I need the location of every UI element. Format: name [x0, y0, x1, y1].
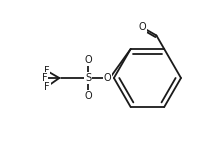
Text: O: O — [84, 55, 92, 65]
Text: F: F — [42, 73, 47, 83]
Text: O: O — [104, 73, 112, 83]
Text: F: F — [44, 81, 50, 92]
Text: O: O — [84, 91, 92, 101]
Text: F: F — [44, 66, 49, 76]
Text: S: S — [85, 73, 91, 83]
Text: O: O — [138, 22, 146, 32]
